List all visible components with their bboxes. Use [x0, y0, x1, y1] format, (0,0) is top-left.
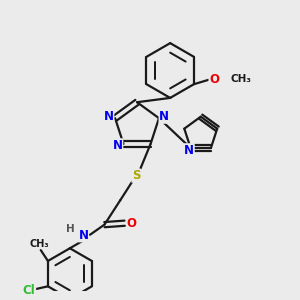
- Text: O: O: [127, 217, 137, 230]
- Text: N: N: [113, 139, 123, 152]
- Text: N: N: [104, 110, 114, 123]
- Text: S: S: [132, 169, 140, 182]
- Text: N: N: [184, 144, 194, 157]
- Text: Cl: Cl: [23, 284, 35, 297]
- Text: N: N: [159, 110, 169, 123]
- Text: N: N: [78, 229, 88, 242]
- Text: H: H: [65, 224, 74, 234]
- Text: CH₃: CH₃: [29, 239, 49, 249]
- Text: O: O: [209, 74, 219, 86]
- Text: CH₃: CH₃: [230, 74, 251, 84]
